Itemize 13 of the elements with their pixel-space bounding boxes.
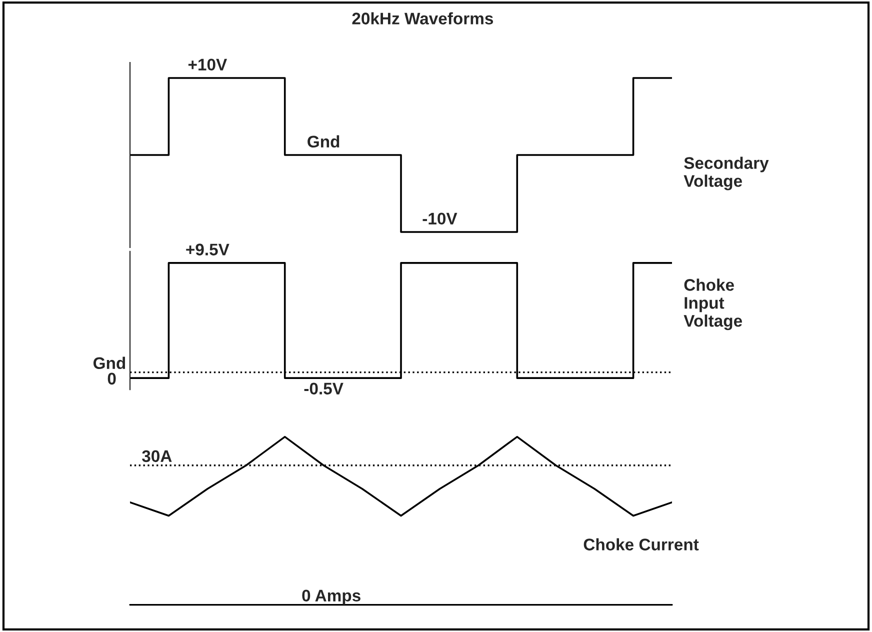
series-label: Choke Current <box>584 538 699 550</box>
data-label: -10V <box>422 212 458 225</box>
data-label: +9.5V <box>186 244 230 256</box>
ref-line-label: Gnd <box>93 356 126 370</box>
text: Secondary Voltage <box>684 156 769 190</box>
data-label: +10V <box>188 58 228 71</box>
chart-title: 20kHz Waveforms <box>352 12 494 24</box>
ref-line-label: 0 Amps <box>302 590 360 605</box>
ref-line-label: 30A <box>142 450 172 462</box>
data-label: Gnd <box>308 135 340 148</box>
text: 0 <box>108 372 116 385</box>
data-label: -0.5V <box>304 382 344 394</box>
series-label: Choke Input Voltage <box>684 278 742 330</box>
